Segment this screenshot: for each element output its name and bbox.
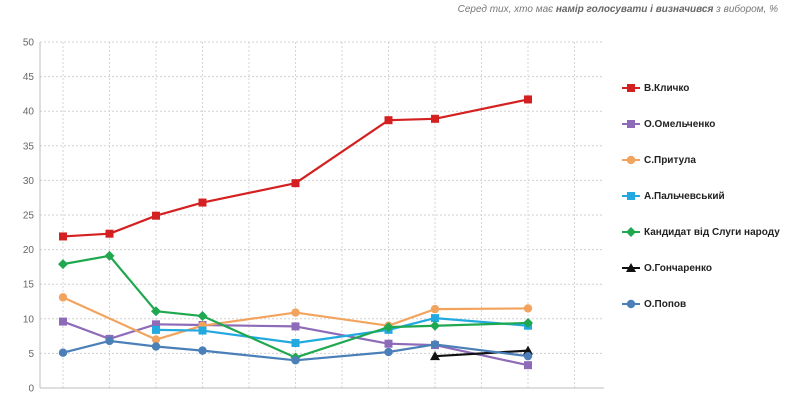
legend-marker bbox=[627, 84, 635, 92]
legend-item: Кандидат від Слуги народу bbox=[622, 222, 780, 242]
data-point bbox=[152, 320, 160, 329]
data-point bbox=[105, 336, 114, 346]
data-point bbox=[105, 229, 114, 238]
grid-lines bbox=[40, 41, 604, 389]
data-point bbox=[59, 232, 67, 241]
legend-swatch bbox=[622, 227, 640, 237]
data-point bbox=[291, 179, 300, 188]
data-point bbox=[151, 306, 161, 317]
data-point bbox=[152, 325, 160, 334]
data-point bbox=[430, 340, 440, 349]
legend-swatch bbox=[622, 84, 640, 92]
y-tick-label: 25 bbox=[23, 211, 35, 222]
series-line bbox=[62, 339, 529, 362]
data-point bbox=[523, 304, 533, 313]
legend-item: А.Пальчевський bbox=[622, 186, 725, 206]
legend-item: В.Кличко bbox=[622, 78, 689, 98]
y-tick-label: 45 bbox=[23, 72, 35, 83]
data-point bbox=[291, 339, 300, 348]
legend-label: О.Попов bbox=[644, 298, 687, 310]
data-point bbox=[198, 326, 207, 335]
series-7 bbox=[58, 336, 533, 365]
legend-marker bbox=[626, 227, 636, 237]
data-point bbox=[384, 347, 393, 357]
data-point bbox=[383, 322, 394, 333]
series-line bbox=[62, 254, 529, 359]
series-line bbox=[434, 349, 529, 358]
data-point bbox=[59, 317, 67, 326]
series-6 bbox=[430, 345, 533, 361]
legend-swatch bbox=[622, 263, 640, 272]
data-point bbox=[430, 304, 440, 314]
data-point bbox=[523, 345, 533, 355]
data-point bbox=[431, 314, 439, 323]
data-point bbox=[384, 116, 393, 125]
y-tick-label: 30 bbox=[23, 176, 35, 187]
legend-label: А.Пальчевський bbox=[644, 190, 725, 202]
series-3 bbox=[58, 293, 533, 344]
data-point bbox=[430, 320, 440, 331]
y-tick-label: 5 bbox=[28, 349, 34, 360]
y-tick-label: 10 bbox=[23, 314, 35, 325]
data-point bbox=[198, 198, 207, 207]
legend-label: О.Омельченко bbox=[644, 118, 716, 130]
series-1 bbox=[59, 95, 532, 241]
data-point bbox=[152, 211, 160, 220]
legend-swatch bbox=[622, 192, 640, 200]
data-point bbox=[198, 346, 207, 355]
y-tick-label: 0 bbox=[28, 384, 34, 395]
chart-subtitle: Серед тих, хто має намір голосувати і ви… bbox=[457, 4, 778, 15]
series-line bbox=[62, 98, 529, 238]
data-point bbox=[58, 259, 68, 270]
legend-marker bbox=[626, 155, 636, 165]
y-tick-label: 20 bbox=[23, 245, 35, 256]
data-point bbox=[430, 351, 440, 361]
data-point bbox=[523, 351, 533, 361]
data-point bbox=[197, 311, 208, 322]
data-point bbox=[431, 114, 439, 123]
legend-item: О.Попов bbox=[622, 294, 686, 314]
data-point bbox=[291, 322, 300, 331]
y-tick-label: 35 bbox=[23, 141, 35, 152]
legend-swatch bbox=[622, 155, 640, 165]
data-point bbox=[151, 342, 161, 351]
legend-marker bbox=[627, 120, 635, 128]
legend-label: О.Гончаренко bbox=[644, 262, 712, 274]
legend-swatch bbox=[622, 299, 640, 309]
legend-item: С.Притула bbox=[622, 150, 696, 170]
data-point bbox=[524, 95, 532, 104]
y-tick-label: 40 bbox=[23, 107, 35, 118]
data-point bbox=[104, 250, 115, 261]
legend-label: В.Кличко bbox=[644, 82, 690, 94]
data-point bbox=[58, 293, 68, 302]
data-point bbox=[523, 317, 533, 328]
data-point bbox=[291, 356, 300, 365]
legend-swatch bbox=[622, 120, 640, 128]
series-line bbox=[155, 317, 529, 345]
legend-marker bbox=[627, 192, 635, 200]
data-point bbox=[291, 308, 300, 317]
legend-item: О.Гончаренко bbox=[622, 258, 712, 278]
y-tick-label: 50 bbox=[23, 38, 35, 49]
series-5 bbox=[58, 250, 533, 363]
data-point bbox=[384, 339, 393, 348]
legend-item: О.Омельченко bbox=[622, 114, 715, 134]
legend-label: С.Притула bbox=[644, 154, 696, 166]
data-point bbox=[524, 361, 532, 370]
data-point bbox=[151, 335, 161, 344]
data-point bbox=[58, 348, 68, 357]
legend-marker bbox=[626, 299, 636, 309]
y-tick-label: 15 bbox=[23, 280, 35, 291]
legend-label: Кандидат від Слуги народу bbox=[644, 226, 780, 238]
legend-marker bbox=[626, 263, 636, 272]
